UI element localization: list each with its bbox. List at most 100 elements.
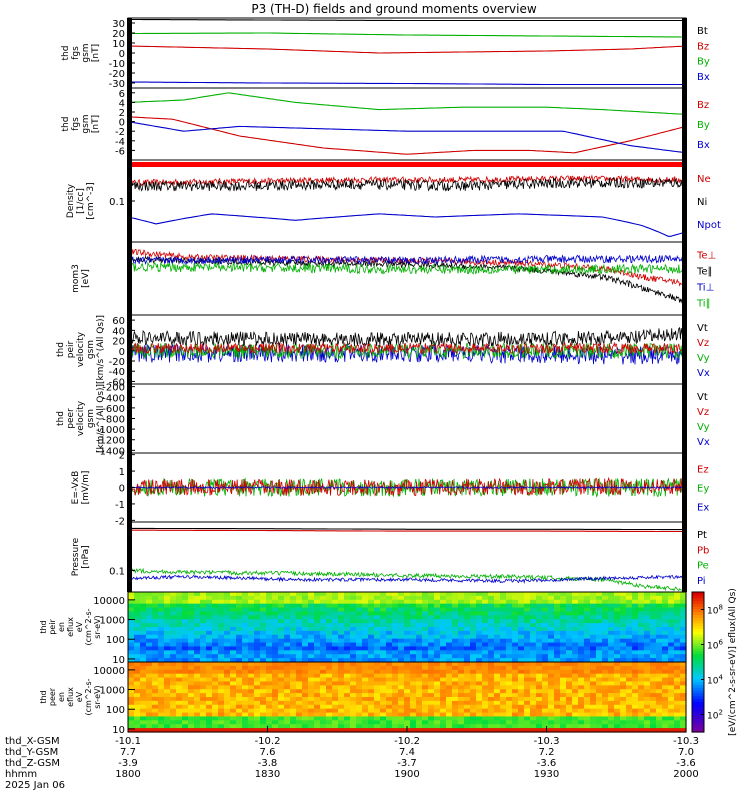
spectrogram-cell [380, 693, 387, 698]
spectrogram-cell [254, 630, 261, 636]
spectrogram-cell [338, 611, 345, 616]
spectrogram-cell [350, 646, 357, 651]
spectrogram-cell [572, 603, 579, 609]
spectrogram-cell [182, 619, 189, 624]
spectrogram-cell [182, 658, 189, 663]
spectrogram-cell [590, 623, 597, 628]
spectrogram-cell [668, 693, 675, 698]
spectrogram-cell [452, 603, 459, 609]
spectrogram-cell [608, 728, 615, 733]
spectrogram-cell [158, 654, 165, 659]
spectrogram-cell [350, 720, 357, 725]
spectrogram-cell [500, 627, 507, 632]
spectrogram-cell [188, 728, 195, 733]
spectrogram-cell [146, 623, 153, 628]
spectrogram-cell [506, 654, 513, 659]
spectrogram-cell [596, 630, 603, 636]
spectrogram-cell [146, 693, 153, 698]
spectrogram-cell [182, 693, 189, 698]
spectrogram-cell [578, 673, 585, 679]
spectrogram-cell [536, 658, 543, 663]
spectrogram-cell [164, 720, 171, 725]
spectrogram-cell [668, 669, 675, 675]
spectrogram-cell [482, 615, 489, 620]
spectrogram-cell [146, 638, 153, 644]
spectrogram-cell [548, 634, 555, 640]
y-axis-label: Pressure [nPa] [71, 537, 91, 576]
spectrogram-cell [560, 630, 567, 636]
spectrogram-cell [632, 607, 639, 613]
spectrogram-cell [410, 685, 417, 690]
spectrogram-cell [170, 708, 177, 714]
spectrogram-cell [662, 611, 669, 616]
spectrogram-cell [170, 650, 177, 655]
spectrogram-cell [320, 595, 327, 601]
spectrogram-cell [644, 673, 651, 679]
y-axis-label-line: thd [56, 342, 66, 357]
spectrogram-cell [170, 630, 177, 636]
spectrogram-cell [566, 650, 573, 655]
spectrogram-cell [392, 697, 399, 702]
spectrogram-cell [242, 677, 249, 683]
spectrogram-cell [188, 658, 195, 663]
spectrogram-cell [272, 681, 279, 686]
spectrogram-cell [236, 708, 243, 714]
spectrogram-cell [614, 627, 621, 632]
spectrogram-cell [350, 638, 357, 644]
spectrogram-cell [656, 658, 663, 663]
spectrogram-cell [386, 638, 393, 644]
spectrogram-cell [548, 654, 555, 659]
spectrogram-cell [416, 669, 423, 675]
spectrogram-cell [488, 712, 495, 718]
spectrogram-cell [356, 634, 363, 640]
spectrogram-cell [308, 658, 315, 663]
spectrogram-cell [206, 685, 213, 690]
spectrogram-cell [236, 700, 243, 706]
spectrogram-cell [200, 685, 207, 690]
spectrogram-cell [284, 646, 291, 651]
spectrogram-cell [536, 646, 543, 651]
spectrogram-cell [158, 603, 165, 609]
spectrogram-cell [320, 689, 327, 694]
spectrogram-cell [536, 650, 543, 655]
colorbar-cell [692, 687, 704, 691]
spectrogram-cell [326, 716, 333, 721]
spectrogram-cell [260, 599, 267, 605]
spectrogram-cell [230, 599, 237, 605]
spectrogram-cell [674, 611, 681, 616]
spectrogram-cell [650, 630, 657, 636]
spectrogram-cell [566, 700, 573, 706]
spectrogram-cell [308, 697, 315, 702]
spectrogram-cell [542, 716, 549, 721]
spectrogram-cell [620, 677, 627, 683]
spectrogram-cell [278, 665, 285, 671]
spectrogram-cell [548, 700, 555, 706]
spectrogram-cell [314, 665, 321, 671]
spectrogram-cell [152, 627, 159, 632]
spectrogram-cell [374, 634, 381, 640]
spectrogram-cell [626, 685, 633, 690]
spectrogram-cell [194, 669, 201, 675]
spectrogram-cell [542, 728, 549, 733]
colorbar-cell [692, 723, 704, 727]
spectrogram-cell [536, 724, 543, 729]
spectrogram-cell [680, 654, 687, 659]
spectrogram-cell [146, 646, 153, 651]
spectrogram-cell [254, 611, 261, 616]
spectrogram-cell [680, 697, 687, 702]
spectrogram-cell [620, 673, 627, 679]
y-tick-label: 1000 [100, 616, 125, 627]
spectrogram-cell [308, 724, 315, 729]
spectrogram-cell [518, 592, 525, 597]
spectrogram-cell [218, 603, 225, 609]
spectrogram-cell [302, 595, 309, 601]
spectrogram-cell [344, 689, 351, 694]
spectrogram-cell [140, 627, 147, 632]
spectrogram-cell [620, 697, 627, 702]
spectrogram-cell [188, 654, 195, 659]
spectrogram-cell [218, 708, 225, 714]
y-tick-label: -2 [115, 127, 125, 138]
spectrogram-cell [398, 708, 405, 714]
series-By [128, 92, 686, 115]
spectrogram-cell [416, 716, 423, 721]
